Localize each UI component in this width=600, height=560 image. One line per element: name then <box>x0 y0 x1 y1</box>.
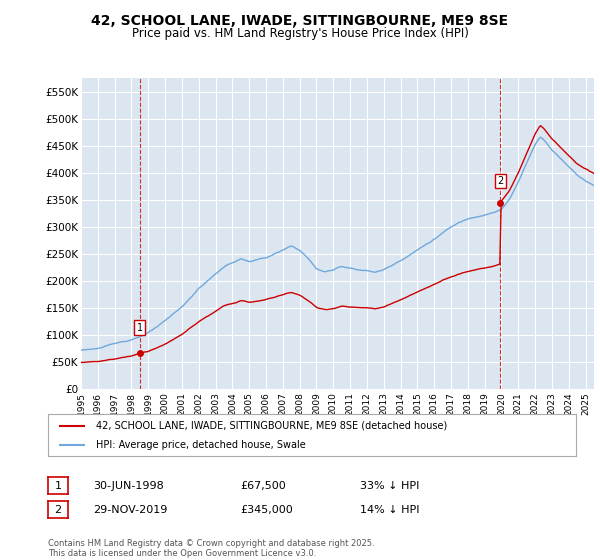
Text: 14% ↓ HPI: 14% ↓ HPI <box>360 505 419 515</box>
Text: 33% ↓ HPI: 33% ↓ HPI <box>360 480 419 491</box>
Text: Price paid vs. HM Land Registry's House Price Index (HPI): Price paid vs. HM Land Registry's House … <box>131 27 469 40</box>
Text: 29-NOV-2019: 29-NOV-2019 <box>93 505 167 515</box>
Text: £67,500: £67,500 <box>240 480 286 491</box>
Text: 30-JUN-1998: 30-JUN-1998 <box>93 480 164 491</box>
Text: 42, SCHOOL LANE, IWADE, SITTINGBOURNE, ME9 8SE: 42, SCHOOL LANE, IWADE, SITTINGBOURNE, M… <box>91 14 509 28</box>
Text: £345,000: £345,000 <box>240 505 293 515</box>
Text: 2: 2 <box>55 505 61 515</box>
Text: 42, SCHOOL LANE, IWADE, SITTINGBOURNE, ME9 8SE (detached house): 42, SCHOOL LANE, IWADE, SITTINGBOURNE, M… <box>95 421 447 431</box>
Text: 1: 1 <box>55 480 61 491</box>
Text: 2: 2 <box>497 176 503 186</box>
Text: HPI: Average price, detached house, Swale: HPI: Average price, detached house, Swal… <box>95 440 305 450</box>
Text: Contains HM Land Registry data © Crown copyright and database right 2025.
This d: Contains HM Land Registry data © Crown c… <box>48 539 374 558</box>
Text: 1: 1 <box>137 323 143 333</box>
